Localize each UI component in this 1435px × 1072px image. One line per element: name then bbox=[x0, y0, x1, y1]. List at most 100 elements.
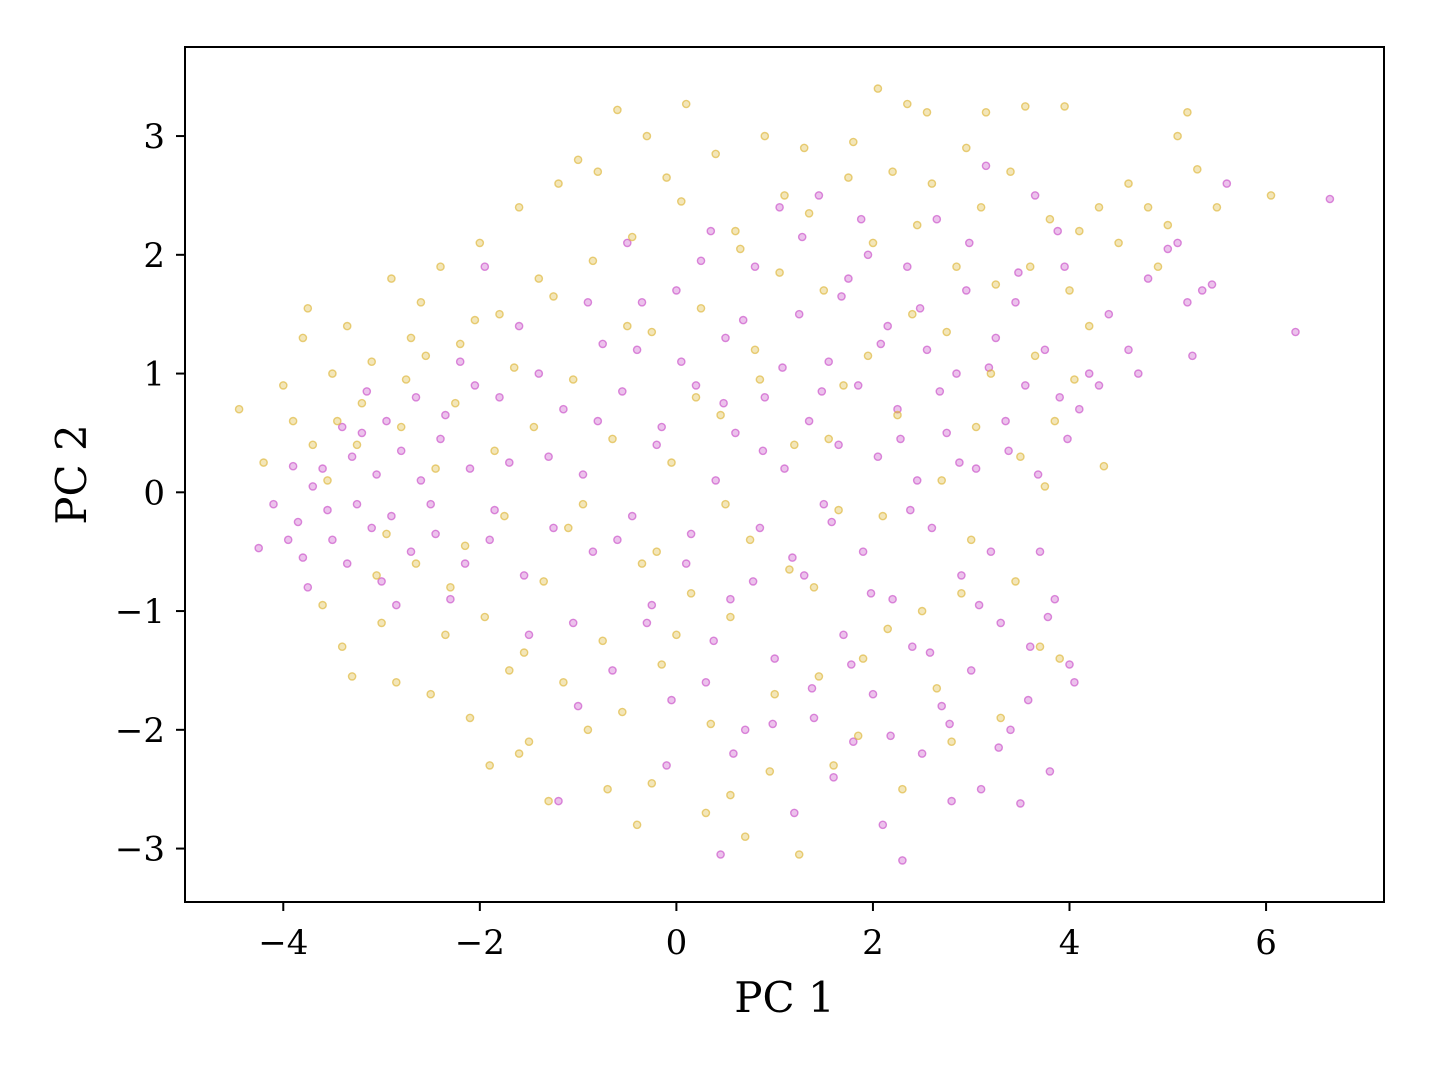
scatter-point-series-1 bbox=[672, 286, 681, 295]
scatter-point-series-1 bbox=[847, 660, 856, 669]
scatter-point-series-1 bbox=[426, 499, 436, 509]
y-tick-label: 0 bbox=[143, 473, 165, 513]
scatter-point-series-1 bbox=[750, 262, 760, 272]
scatter-point-series-1 bbox=[758, 446, 768, 456]
scatter-point-series-2 bbox=[917, 606, 927, 616]
scatter-point-series-1 bbox=[1188, 351, 1197, 361]
scatter-point-series-2 bbox=[623, 321, 632, 331]
scatter-point-series-1 bbox=[731, 428, 740, 438]
scatter-point-series-1 bbox=[917, 749, 927, 758]
scatter-point-series-1 bbox=[819, 499, 829, 509]
scatter-point-series-2 bbox=[642, 131, 652, 141]
scatter-point-series-2 bbox=[357, 398, 367, 408]
scatter-point-series-2 bbox=[942, 327, 952, 337]
scatter-point-series-2 bbox=[898, 784, 907, 794]
x-axis-label: PC 1 bbox=[734, 973, 834, 1022]
scatter-point-series-2 bbox=[618, 707, 627, 717]
scatter-point-series-2 bbox=[298, 333, 308, 343]
scatter-point-series-1 bbox=[1014, 268, 1023, 277]
scatter-point-series-1 bbox=[647, 600, 657, 610]
scatter-point-series-2 bbox=[711, 149, 721, 159]
scatter-point-series-2 bbox=[903, 99, 912, 109]
scatter-point-series-1 bbox=[738, 315, 748, 325]
x-tick-label: 0 bbox=[666, 923, 688, 963]
scatter-point-series-2 bbox=[696, 303, 706, 313]
scatter-point-series-2 bbox=[554, 179, 563, 188]
scatter-point-series-2 bbox=[726, 790, 735, 800]
scatter-point-series-1 bbox=[955, 458, 964, 467]
scatter-point-series-1 bbox=[441, 410, 450, 420]
scatter-point-series-2 bbox=[1193, 164, 1202, 174]
scatter-point-series-2 bbox=[367, 357, 377, 367]
scatter-point-series-2 bbox=[382, 529, 391, 539]
scatter-point-series-1 bbox=[817, 387, 827, 396]
scatter-point-series-1 bbox=[748, 577, 758, 586]
scatter-point-series-1 bbox=[701, 678, 711, 687]
scatter-point-series-2 bbox=[1011, 577, 1020, 586]
scatter-point-series-2 bbox=[790, 440, 799, 450]
scatter-point-series-2 bbox=[1070, 375, 1079, 384]
scatter-point-series-2 bbox=[534, 274, 544, 283]
scatter-point-series-2 bbox=[809, 583, 819, 592]
scatter-point-series-2 bbox=[1266, 191, 1276, 200]
scatter-point-series-1 bbox=[740, 725, 750, 735]
scatter-point-series-1 bbox=[623, 238, 632, 248]
scatter-point-series-1 bbox=[642, 618, 652, 628]
scatter-point-series-1 bbox=[436, 434, 445, 444]
scatter-point-series-1 bbox=[396, 446, 406, 456]
scatter-point-series-1 bbox=[996, 618, 1006, 628]
scatter-point-series-2 bbox=[750, 345, 760, 355]
scatter-point-series-1 bbox=[460, 559, 470, 568]
scatter-point-series-1 bbox=[613, 535, 622, 545]
scatter-point-series-2 bbox=[681, 99, 691, 109]
scatter-point-series-2 bbox=[1163, 220, 1173, 230]
x-tick-label: −4 bbox=[258, 923, 308, 963]
scatter-point-series-1 bbox=[1325, 194, 1335, 204]
scatter-point-series-1 bbox=[868, 689, 878, 699]
scatter-point-series-1 bbox=[495, 392, 504, 402]
scatter-point-series-2 bbox=[303, 303, 313, 313]
scatter-point-series-2 bbox=[981, 108, 991, 117]
scatter-point-series-1 bbox=[711, 476, 721, 485]
scatter-point-series-2 bbox=[500, 511, 509, 521]
scatter-point-series-1 bbox=[809, 713, 819, 723]
scatter-point-series-1 bbox=[318, 464, 327, 473]
scatter-point-series-2 bbox=[1065, 286, 1074, 295]
scatter-point-series-1 bbox=[952, 369, 961, 378]
scatter-point-series-1 bbox=[716, 850, 725, 859]
scatter-point-series-2 bbox=[603, 784, 612, 794]
scatter-point-series-2 bbox=[952, 262, 961, 272]
scatter-point-series-1 bbox=[971, 464, 981, 473]
scatter-point-series-1 bbox=[337, 422, 347, 432]
scatter-point-series-1 bbox=[1011, 297, 1020, 307]
scatter-point-series-1 bbox=[925, 648, 935, 657]
scatter-point-series-2 bbox=[337, 642, 347, 652]
scatter-point-series-1 bbox=[357, 428, 367, 438]
scatter-point-series-2 bbox=[706, 719, 716, 729]
scatter-point-series-1 bbox=[1124, 345, 1133, 355]
scatter-point-series-2 bbox=[736, 244, 745, 254]
scatter-point-series-1 bbox=[945, 719, 954, 729]
scatter-point-series-1 bbox=[544, 452, 553, 462]
scatter-point-series-2 bbox=[1173, 131, 1182, 141]
scatter-point-series-1 bbox=[1043, 612, 1053, 622]
y-axis-label: PC 2 bbox=[47, 424, 96, 524]
scatter-point-series-1 bbox=[1045, 767, 1055, 776]
scatter-point-series-1 bbox=[706, 226, 716, 236]
scatter-point-series-1 bbox=[1063, 434, 1072, 444]
y-tick-label: 1 bbox=[143, 355, 165, 395]
scatter-point-series-1 bbox=[991, 333, 1001, 343]
scatter-point-series-1 bbox=[760, 392, 770, 402]
x-tick-label: −2 bbox=[455, 923, 505, 963]
scatter-point-series-2 bbox=[470, 315, 480, 325]
scatter-point-series-2 bbox=[504, 666, 514, 675]
scatter-point-series-1 bbox=[283, 535, 293, 545]
scatter-point-series-1 bbox=[406, 547, 416, 557]
scatter-point-series-2 bbox=[1084, 321, 1094, 331]
scatter-point-series-1 bbox=[686, 529, 696, 539]
scatter-point-series-2 bbox=[794, 850, 804, 859]
x-tick-label: 6 bbox=[1255, 923, 1277, 963]
scatter-point-series-1 bbox=[328, 535, 337, 545]
scatter-point-series-1 bbox=[667, 695, 676, 705]
scatter-point-series-1 bbox=[387, 511, 396, 521]
